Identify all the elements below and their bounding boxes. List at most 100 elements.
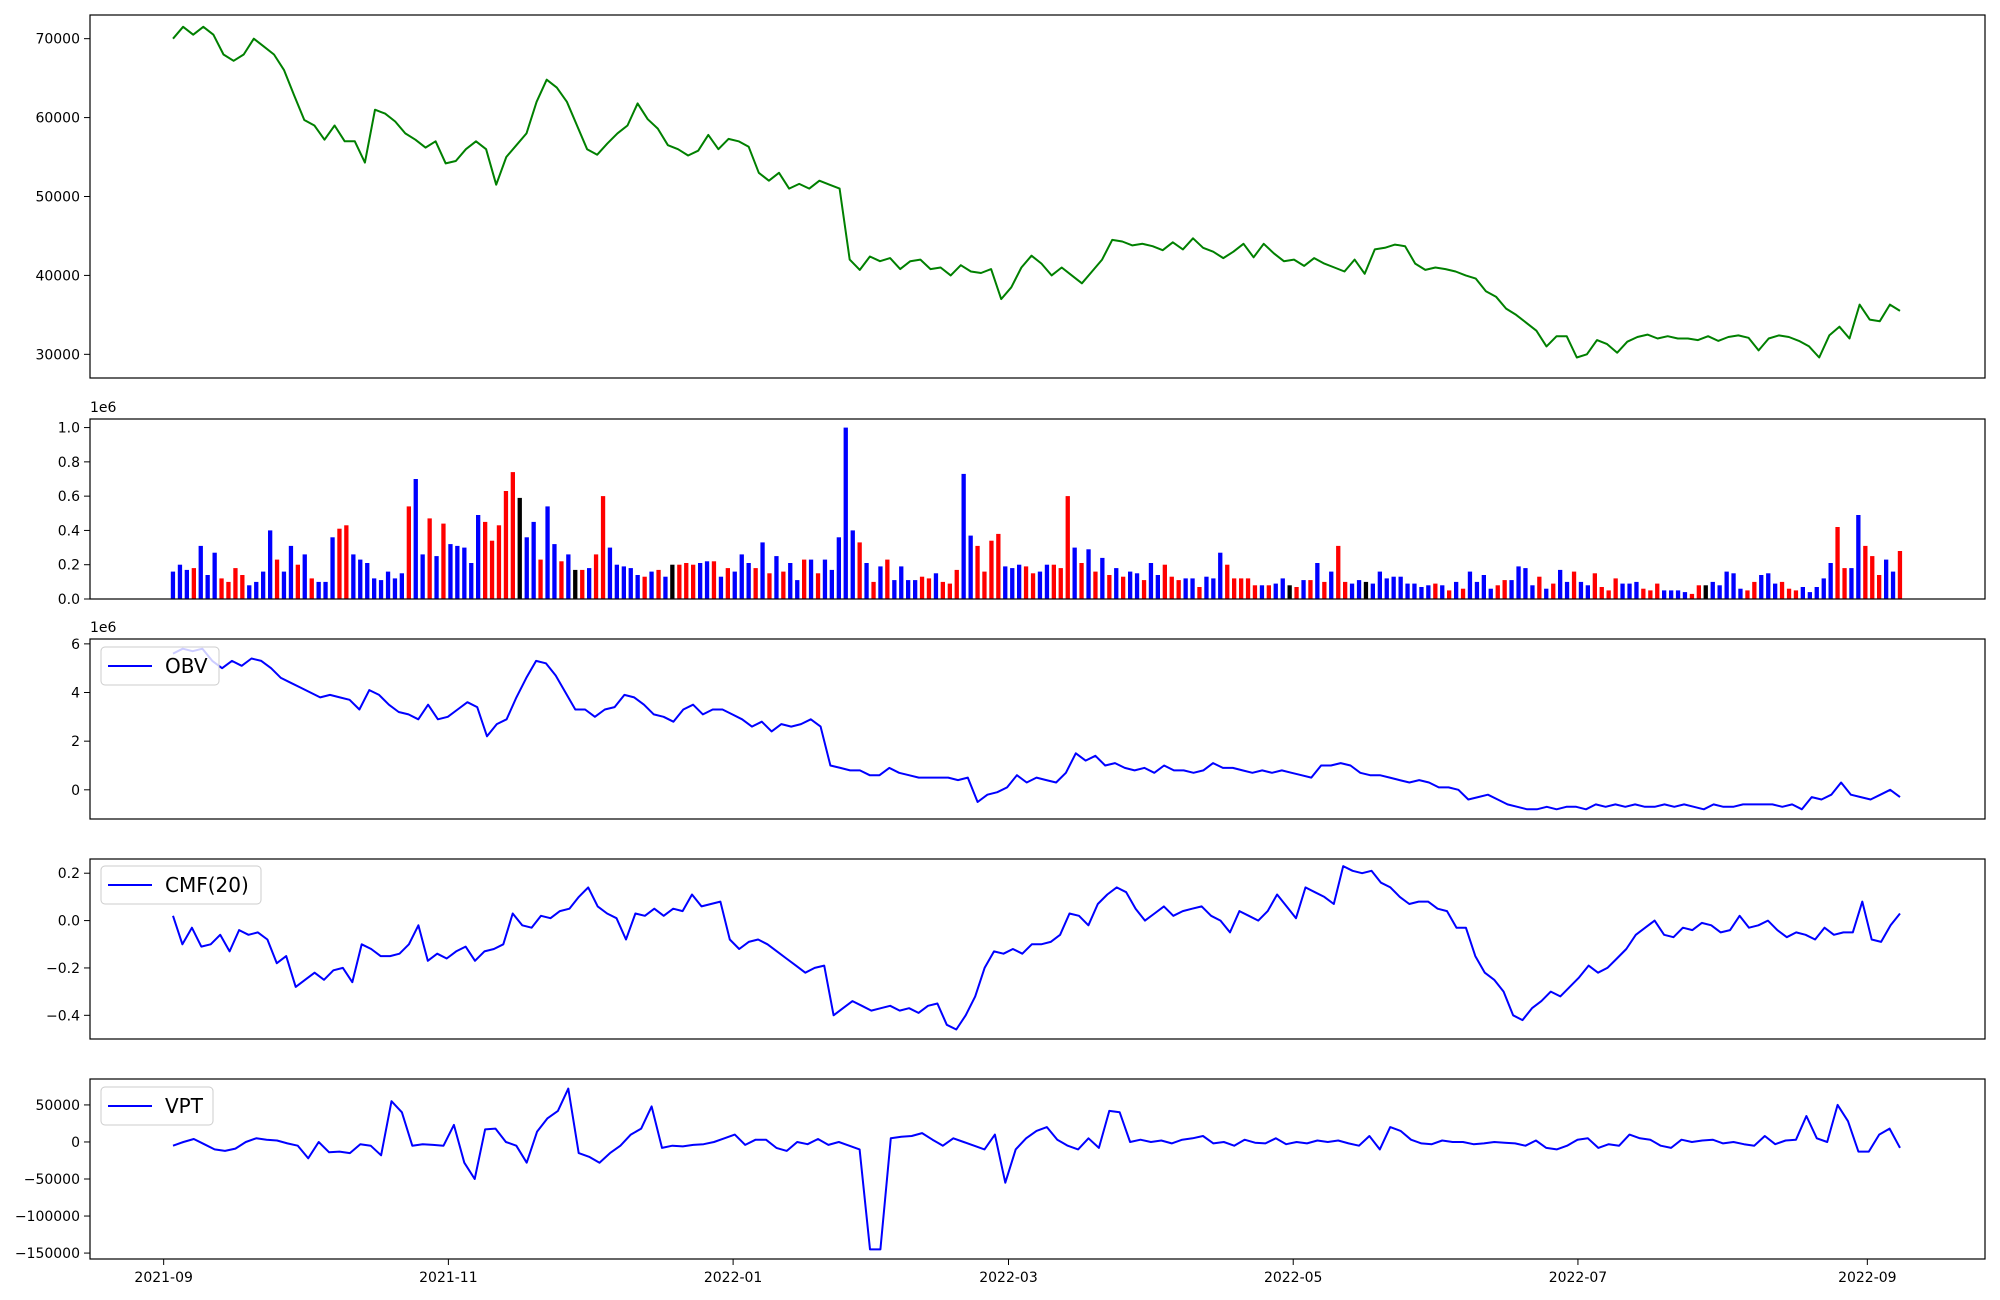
volume-bar (1037, 571, 1043, 599)
volume-bar (1100, 557, 1105, 599)
volume-bar (1356, 580, 1362, 599)
volume-bar (1558, 569, 1563, 599)
volume-bar (476, 515, 481, 599)
volume-bar (989, 540, 994, 599)
volume-bar (1134, 573, 1140, 599)
volume-bar (337, 528, 342, 599)
volume-bar (1412, 583, 1417, 599)
volume-bar (545, 506, 550, 599)
volume-ytick-label: 1.0 (58, 421, 80, 437)
volume-bar (212, 552, 217, 599)
volume-bar (1079, 563, 1084, 599)
volume-bar (968, 535, 973, 599)
volume-bar (566, 554, 571, 599)
volume-bar (1460, 588, 1466, 599)
obv-ytick-label: 6 (71, 637, 80, 653)
volume-bar (1682, 592, 1688, 599)
volume-bar (1183, 578, 1188, 599)
volume-bar (1280, 578, 1285, 599)
volume-bar (1266, 585, 1271, 599)
volume-bar (268, 530, 273, 599)
volume-bar (233, 568, 238, 599)
volume-bar (802, 559, 807, 599)
volume-bar (1155, 575, 1160, 599)
xtick-label: 2022-05 (1264, 1270, 1323, 1286)
volume-bar (940, 581, 945, 599)
volume-bar (767, 573, 772, 599)
volume-bar (1759, 575, 1764, 599)
volume-bar (642, 576, 647, 599)
volume-bar (240, 575, 245, 599)
volume-bar (1433, 583, 1438, 599)
volume-bar (1738, 588, 1743, 599)
volume-bar (1273, 583, 1278, 599)
price-panel: 30000 40000 50000 60000 70000 (35, 14, 1986, 379)
volume-bar (1821, 578, 1826, 599)
volume-bar (1370, 583, 1375, 599)
obv-plot-frame (89, 638, 1986, 820)
volume-bar (1648, 590, 1653, 599)
volume-bar (358, 559, 363, 599)
volume-bar (1072, 547, 1077, 599)
cmf-series-line (172, 865, 1901, 1031)
volume-bar (1405, 583, 1410, 599)
volume-bar (1128, 571, 1133, 599)
volume-bar (1391, 576, 1396, 599)
volume-bar (1578, 581, 1584, 599)
volume-bar (1766, 573, 1771, 599)
obv-ytick-label: 0 (71, 783, 80, 799)
volume-bar (1003, 566, 1008, 599)
volume-bar (732, 571, 737, 599)
volume-bar (531, 521, 536, 599)
volume-bar (836, 537, 841, 599)
volume-bar (1023, 566, 1029, 599)
volume-bar (1710, 581, 1715, 599)
volume-bar (538, 559, 543, 599)
volume-bar (926, 578, 932, 599)
volume-bar (1377, 571, 1382, 599)
volume-bar (1689, 593, 1695, 599)
volume-bar (1488, 588, 1493, 599)
volume-bar (857, 542, 862, 599)
volume-bar (587, 568, 592, 599)
volume-bar (1669, 590, 1674, 599)
volume-bar (795, 580, 800, 599)
volume-bar (1454, 581, 1459, 599)
xtick-label: 2022-03 (979, 1270, 1038, 1286)
volume-bar (483, 521, 488, 599)
volume-bar (1884, 559, 1889, 599)
volume-bar (850, 530, 855, 599)
volume-bar (1245, 578, 1251, 599)
volume-bar (1287, 585, 1292, 599)
volume-bar (628, 568, 633, 599)
volume-bar (1030, 573, 1036, 599)
volume-bar (1779, 581, 1785, 599)
volume-bar (649, 571, 654, 599)
volume-bar (774, 556, 779, 599)
obv-legend: OBV (100, 646, 220, 686)
volume-bar (1564, 581, 1570, 599)
vpt-legend-label: VPT (165, 1094, 204, 1118)
volume-bar (815, 573, 821, 599)
volume-bar (1044, 564, 1050, 599)
volume-bar (1523, 568, 1528, 599)
volume-bar (753, 568, 758, 599)
volume-bar (1315, 563, 1320, 599)
volume-bar (441, 523, 446, 599)
volume-bar (1426, 585, 1431, 599)
volume-bar (573, 569, 578, 599)
volume-bar (462, 547, 467, 599)
volume-bar (1877, 575, 1882, 599)
cmf-ytick-label: −0.2 (46, 961, 80, 977)
volume-bar (1828, 563, 1833, 599)
vpt-panel: −150000 −100000 −50000 0 50000 VPT (15, 1078, 1986, 1262)
volume-bar (1807, 592, 1812, 599)
volume-bar (1384, 578, 1389, 599)
volume-bar (919, 576, 925, 599)
volume-bar (1571, 571, 1577, 599)
volume-bar (302, 554, 307, 599)
volume-bar (261, 571, 266, 599)
volume-bar (1363, 581, 1369, 599)
volume-bar (1239, 578, 1244, 599)
volume-bar (1051, 564, 1056, 599)
